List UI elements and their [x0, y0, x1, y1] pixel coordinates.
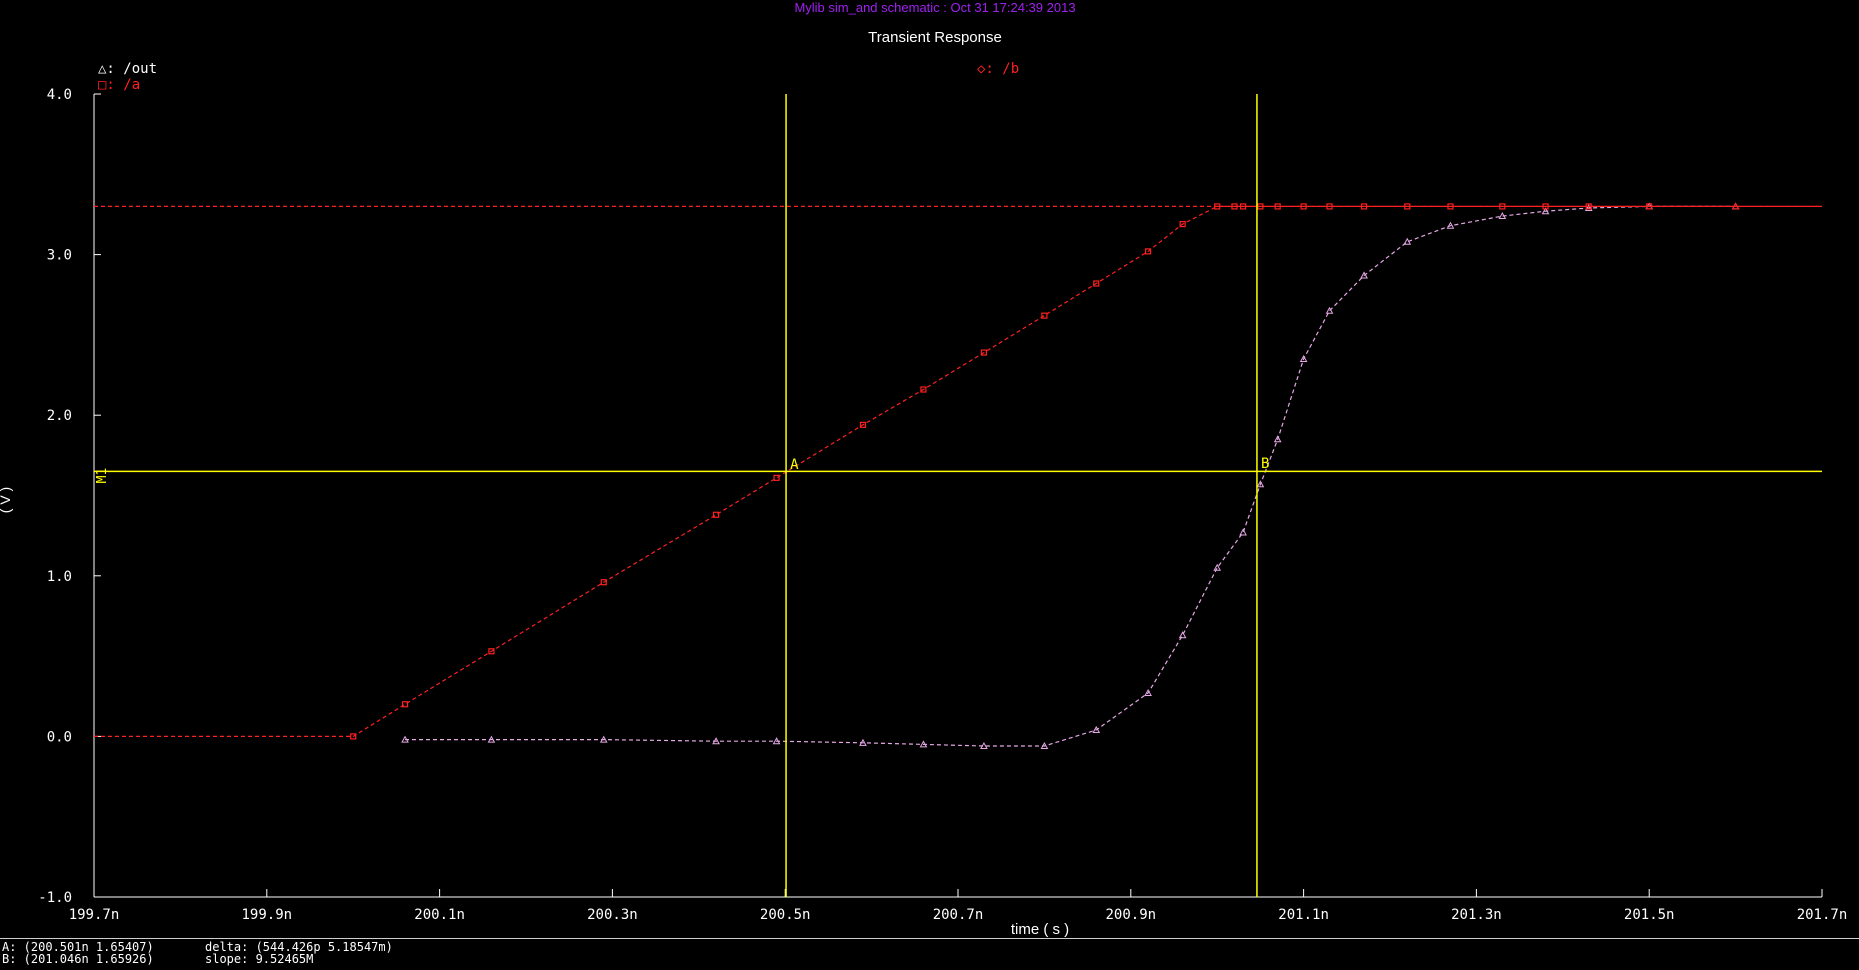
data-point-a: [401, 701, 409, 708]
series-line-out: [405, 205, 1736, 747]
data-point-out: [1584, 203, 1593, 212]
data-point-out: [1446, 221, 1455, 229]
marker-label-a: A: [790, 457, 799, 473]
transient-plot[interactable]: Mylib sim_and schematic : Oct 31 17:24:3…: [0, 0, 1859, 938]
plot-background: [0, 0, 1859, 938]
data-point-out: [1213, 563, 1222, 571]
x-tick-label: 201.7n: [1797, 907, 1848, 923]
x-tick-label: 201.1n: [1278, 907, 1329, 923]
data-point-out: [919, 740, 928, 748]
data-point-out: [1299, 354, 1308, 362]
data-point-out: [1498, 212, 1507, 220]
data-point-b: [1731, 202, 1740, 210]
y-tick-label: 4.0: [47, 87, 72, 103]
data-point-out: [1239, 528, 1247, 536]
y-tick-label: -1.0: [38, 890, 72, 906]
data-point-out: [1256, 480, 1265, 488]
data-point-out: [599, 735, 608, 743]
y-axis-label: ( V ): [0, 487, 13, 513]
x-tick-label: 200.3n: [587, 907, 638, 923]
legend-entry-a: □: /a: [98, 77, 140, 93]
x-tick-label: 199.9n: [242, 907, 293, 923]
data-point-out: [1403, 237, 1412, 245]
x-tick-label: 199.7n: [69, 907, 120, 923]
data-point-out: [712, 737, 720, 745]
status-bar: A: (200.501n 1.65407) B: (201.046n 1.659…: [0, 938, 1859, 970]
data-point-out: [1092, 725, 1101, 733]
data-point-a: [859, 421, 867, 428]
y-tick-label: 3.0: [47, 248, 72, 264]
data-point-out: [980, 741, 988, 750]
data-point-a: [488, 648, 495, 655]
data-point-out: [1178, 631, 1187, 639]
data-point-out: [1325, 306, 1334, 314]
y-tick-label: 1.0: [47, 569, 72, 585]
data-point-a: [1041, 312, 1048, 319]
data-point-a: [350, 733, 357, 740]
series-line-a: [94, 205, 1822, 738]
data-point-out: [772, 737, 781, 745]
y-tick-label: 0.0: [47, 729, 72, 745]
data-point-out: [1040, 741, 1049, 750]
x-tick-label: 200.7n: [933, 907, 984, 923]
data-point-a: [600, 579, 607, 586]
data-point-a: [980, 349, 988, 356]
data-point-a: [1144, 248, 1152, 255]
data-point-out: [401, 735, 409, 743]
marker-b-readout: B: (201.046n 1.65926): [2, 952, 154, 966]
data-point-a: [773, 474, 780, 481]
marker-label-m1: M1: [95, 468, 110, 484]
x-tick-label: 200.5n: [760, 907, 811, 923]
data-point-a: [1179, 220, 1186, 228]
slope-readout: slope: 9.52465M: [205, 952, 314, 966]
data-point-out: [1273, 435, 1282, 443]
delta-readout: delta: (544.426p 5.18547m): [205, 940, 393, 954]
marker-a-readout: A: (200.501n 1.65407): [2, 940, 154, 954]
data-point-out: [1541, 207, 1550, 215]
data-point-out: [1144, 688, 1152, 697]
data-point-a: [920, 386, 927, 393]
chart-title: Transient Response: [868, 29, 1002, 46]
x-axis-label: time ( s ): [1011, 921, 1069, 938]
data-point-a: [712, 511, 720, 518]
data-point-out: [859, 738, 867, 746]
data-point-out: [1360, 271, 1368, 279]
x-tick-label: 200.9n: [1106, 907, 1157, 923]
data-point-out: [487, 735, 496, 743]
y-tick-label: 2.0: [47, 408, 72, 424]
x-tick-label: 200.1n: [414, 907, 465, 923]
window-header: Mylib sim_and schematic : Oct 31 17:24:3…: [794, 0, 1075, 15]
legend-entry-out: △: /out: [98, 61, 157, 77]
legend-entry-b: ◇: /b: [977, 61, 1019, 77]
data-point-a: [1093, 280, 1100, 287]
marker-label-b: B: [1261, 456, 1269, 472]
x-tick-label: 201.5n: [1624, 907, 1675, 923]
x-tick-label: 201.3n: [1451, 907, 1502, 923]
